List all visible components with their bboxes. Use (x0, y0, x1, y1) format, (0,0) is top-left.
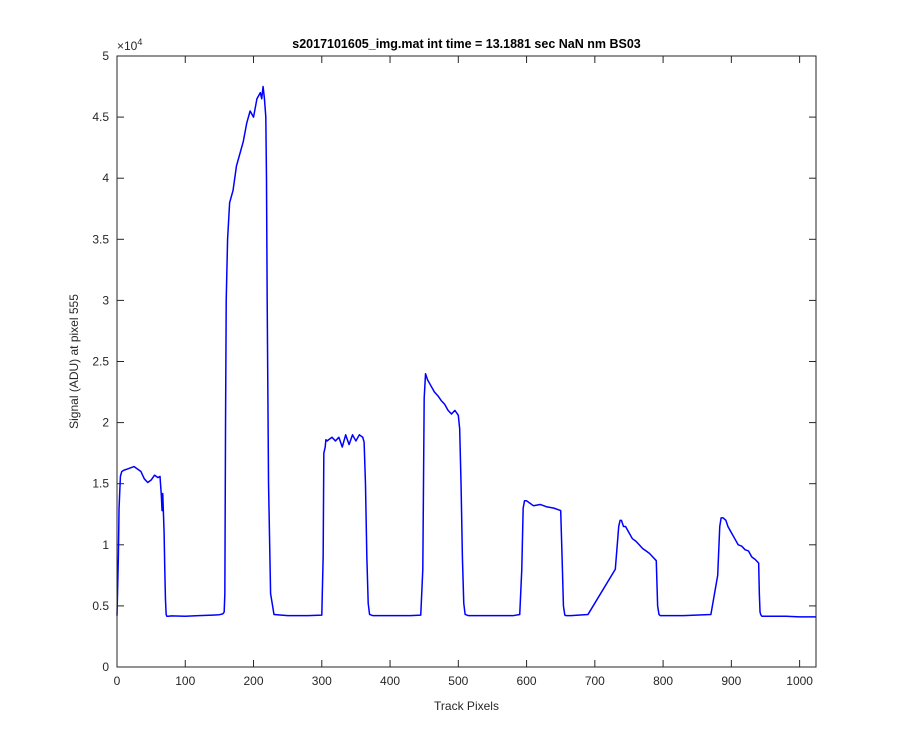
y-exponent-label: ×104 (117, 37, 142, 53)
x-axis-label: Track Pixels (434, 699, 499, 713)
x-tick-label: 500 (448, 674, 468, 688)
chart-title: s2017101605_img.mat int time = 13.1881 s… (292, 37, 641, 51)
plot-area-frame (116, 55, 817, 668)
x-tick-label: 700 (585, 674, 605, 688)
tick-labels-layer: 0 100 200 300 400 500 600 700 800 900 1000 0 0.5 1 1.5… (92, 49, 813, 688)
series-layer (116, 85, 816, 618)
y-tick-label: 3.5 (92, 232, 109, 246)
x-tick-label: 300 (312, 674, 332, 688)
x-tick-label: 400 (380, 674, 400, 688)
y-tick-label: 0.5 (92, 599, 109, 613)
y-tick-label: 2.5 (92, 355, 109, 369)
x-tick-label: 900 (721, 674, 741, 688)
series-line (116, 85, 816, 618)
y-tick-label: 4.5 (92, 110, 109, 124)
x-tick-label: 600 (517, 674, 537, 688)
x-tick-label: 1000 (786, 674, 813, 688)
y-tick-label: 2 (102, 416, 109, 430)
x-tick-label: 100 (175, 674, 195, 688)
y-tick-label: 0 (102, 660, 109, 674)
x-tick-label: 200 (244, 674, 264, 688)
y-exponent-base: ×10 (117, 39, 138, 53)
y-tick-label: 1.5 (92, 477, 109, 491)
x-tick-label: 0 (114, 674, 121, 688)
y-axis-label: Signal (ADU) at pixel 555 (67, 294, 81, 429)
y-tick-label: 5 (102, 49, 109, 63)
y-tick-label: 3 (102, 293, 109, 307)
plot-area-background (117, 56, 816, 667)
y-tick-label: 4 (102, 171, 109, 185)
y-exponent-power: 4 (137, 37, 142, 47)
y-tick-label: 1 (102, 538, 109, 552)
x-tick-label: 800 (653, 674, 673, 688)
